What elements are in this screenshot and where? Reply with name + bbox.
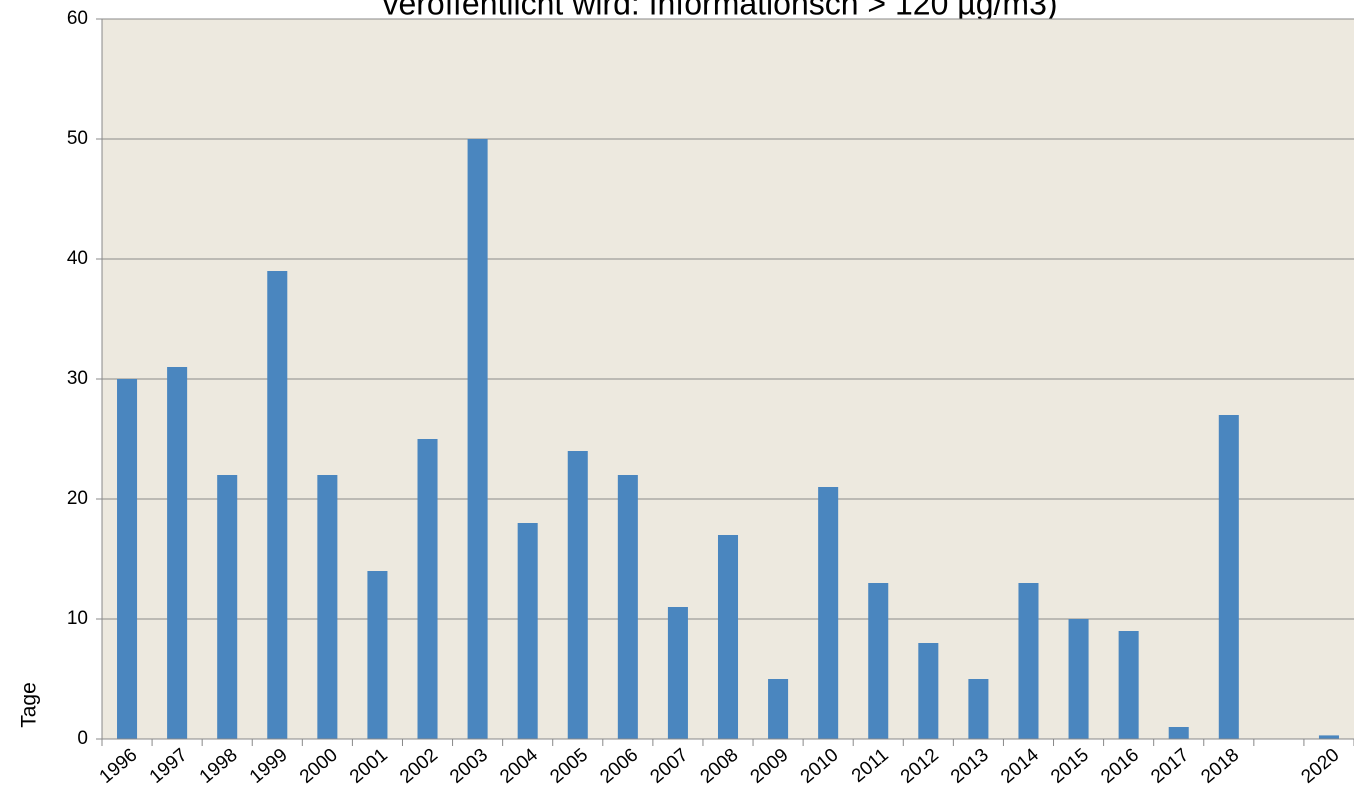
bar — [968, 679, 989, 739]
y-tick-label: 50 — [67, 128, 88, 149]
y-tick-label: 30 — [67, 368, 88, 389]
x-tick-label: 2008 — [697, 745, 743, 788]
chart-title: veröffentlicht wird: Informationsch > 12… — [382, 0, 1057, 21]
x-tick-label: 2016 — [1097, 745, 1143, 788]
y-axis-label: Tage — [18, 682, 41, 728]
bar — [1018, 583, 1039, 739]
y-tick-label: 40 — [67, 248, 88, 269]
bar — [1218, 415, 1239, 739]
x-tick-label: 2009 — [747, 745, 793, 788]
x-tick-label: 2020 — [1298, 745, 1344, 788]
x-tick-label: 1998 — [196, 745, 242, 788]
bar — [1318, 735, 1339, 739]
x-tick-label: 2011 — [848, 745, 893, 787]
x-tick-label: 2017 — [1147, 745, 1193, 788]
bar — [918, 643, 939, 739]
x-tick-label: 2014 — [997, 744, 1043, 788]
y-tick-label: 60 — [67, 8, 88, 29]
x-tick-label: 2003 — [446, 745, 492, 788]
y-tick-label: 0 — [77, 728, 88, 749]
x-tick-label: 2005 — [546, 745, 592, 788]
bar — [517, 523, 538, 739]
x-tick-label: 2002 — [396, 745, 442, 788]
bar — [467, 139, 488, 739]
bar — [117, 379, 138, 739]
x-tick-label: 2006 — [596, 745, 642, 788]
bar — [1118, 631, 1139, 739]
bar — [768, 679, 789, 739]
x-tick-label: 1999 — [246, 745, 292, 788]
bar — [567, 451, 588, 739]
x-tick-label: 2001 — [346, 745, 392, 788]
x-tick-label: 2010 — [797, 745, 843, 788]
bar — [667, 607, 688, 739]
bar — [317, 475, 338, 739]
bar — [217, 475, 238, 739]
x-tick-label: 2013 — [947, 745, 993, 788]
x-tick-label: 2015 — [1047, 745, 1093, 788]
x-tick-label: 2007 — [646, 745, 692, 788]
bar — [1168, 727, 1189, 739]
bar — [417, 439, 438, 739]
x-tick-label: 2004 — [496, 744, 542, 788]
bar — [868, 583, 889, 739]
bar — [167, 367, 188, 739]
bar — [1068, 619, 1089, 739]
x-tick-label: 2000 — [296, 745, 342, 788]
bar — [267, 271, 288, 739]
x-tick-label: 1997 — [146, 745, 192, 788]
y-tick-label: 20 — [67, 488, 88, 509]
bar — [717, 535, 739, 739]
x-tick-label: 2018 — [1197, 745, 1243, 788]
bar — [818, 487, 839, 739]
x-tick-label: 2012 — [897, 745, 943, 788]
bar — [367, 571, 388, 739]
x-tick-label: 1996 — [96, 745, 142, 788]
y-tick-label: 10 — [67, 608, 88, 629]
bar — [617, 475, 638, 739]
